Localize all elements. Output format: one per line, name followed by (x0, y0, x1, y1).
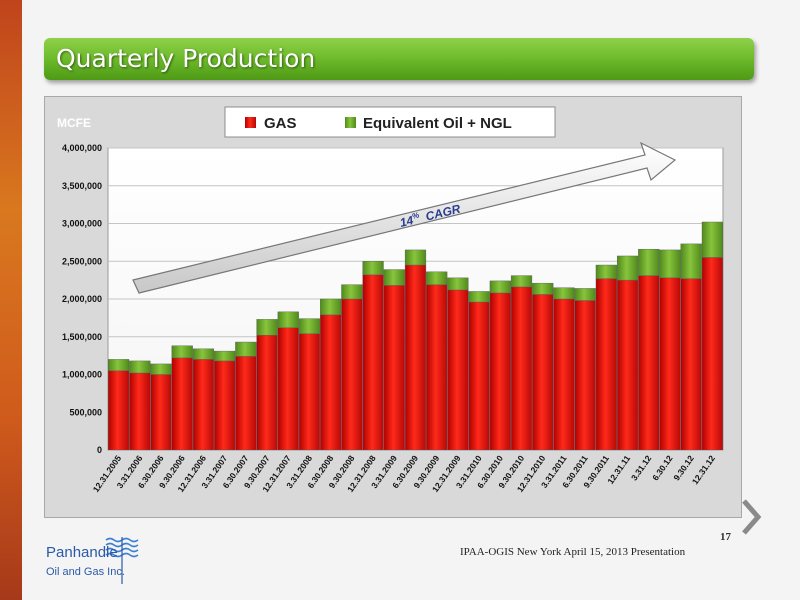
bar-gas (574, 300, 596, 451)
y-tick-label: 2,500,000 (62, 256, 102, 266)
bar-gas (468, 301, 490, 451)
bar-gas (341, 298, 363, 451)
bar-gas (214, 360, 236, 451)
bar-oil-ngl (553, 287, 575, 300)
bars (108, 221, 723, 451)
bar-oil-ngl (426, 271, 448, 285)
bar-oil-ngl (214, 350, 236, 362)
y-axis-ticks: 0 500,000 1,000,000 1,500,000 2,000,000 2,500… (62, 143, 102, 455)
x-tick-label: 3.31.12 (629, 453, 654, 482)
cagr-number: 14 (398, 213, 415, 230)
bar-oil-ngl (616, 255, 639, 281)
bar-oil-ngl (532, 282, 554, 295)
footer-text: IPAA-OGIS New York April 15, 2013 Presen… (460, 546, 686, 558)
bar-gas (701, 257, 723, 451)
bar-gas (616, 279, 639, 451)
bar-gas (235, 356, 257, 451)
y-tick-label: 0 (97, 445, 102, 455)
bar-gas (129, 372, 151, 451)
bar-oil-ngl (362, 261, 384, 276)
page-number: 17 (720, 531, 731, 543)
bar-oil-ngl (383, 269, 405, 286)
bar-oil-ngl (320, 298, 342, 316)
bar-oil-ngl (129, 360, 151, 374)
company-logo: Panhandle Oil and Gas Inc. (44, 534, 144, 588)
bar-gas (383, 285, 405, 451)
y-tick-label: 3,500,000 (62, 181, 102, 191)
bar-oil-ngl (574, 288, 596, 301)
bar-gas (277, 327, 299, 451)
cagr-percent: % (411, 210, 420, 220)
production-chart: 0 500,000 1,000,000 1,500,000 2,000,000 2,500… (57, 106, 724, 494)
bar-gas (532, 294, 554, 451)
left-accent-bar (0, 0, 22, 600)
bar-gas (298, 333, 321, 451)
bar-gas (638, 275, 660, 451)
bar-gas (680, 278, 702, 451)
bar-oil-ngl (341, 284, 363, 300)
x-axis-ticks: 12.31.20053.31.20066.30.20069.30.200612.… (91, 453, 718, 494)
bar-gas (595, 278, 617, 451)
bar-oil-ngl (108, 359, 130, 371)
bar-oil-ngl (680, 243, 702, 279)
legend-oil-label: Equivalent Oil + NGL (363, 115, 512, 132)
slide-title: Quarterly Production (56, 44, 316, 73)
bar-oil-ngl (701, 221, 723, 258)
y-tick-label: 2,000,000 (62, 294, 102, 304)
legend-gas-label: GAS (264, 115, 297, 132)
bar-oil-ngl (489, 280, 511, 294)
bar-gas (553, 298, 575, 451)
bar-oil-ngl (638, 248, 660, 276)
bar-oil-ngl (192, 348, 215, 360)
y-axis-label: MCFE (57, 116, 91, 130)
bar-gas (489, 292, 511, 451)
bar-gas (659, 277, 681, 451)
legend-gas-swatch (245, 117, 256, 128)
y-tick-label: 1,500,000 (62, 332, 102, 342)
bar-gas (256, 335, 278, 451)
bar-oil-ngl (277, 311, 299, 328)
bar-gas (192, 359, 215, 451)
bar-gas (447, 289, 469, 451)
title-bar: Quarterly Production (44, 38, 754, 80)
x-tick-label: 6.30.12 (650, 453, 675, 482)
legend: GAS Equivalent Oil + NGL (224, 106, 556, 138)
bar-oil-ngl (595, 264, 617, 279)
svg-text:14%CAGR: 14% CAGR (398, 201, 462, 230)
bar-oil-ngl (404, 249, 427, 266)
next-slide-chevron-icon[interactable] (740, 498, 762, 536)
logo-subtitle: Oil and Gas Inc. (46, 566, 125, 578)
bar-oil-ngl (150, 363, 172, 375)
legend-box (224, 106, 556, 138)
bar-gas (171, 357, 193, 451)
bar-oil-ngl (510, 275, 533, 288)
y-tick-label: 500,000 (69, 407, 102, 417)
bar-gas (362, 274, 384, 451)
logo-waves-icon (105, 537, 139, 584)
bar-gas (426, 284, 448, 451)
chart-frame: 0 500,000 1,000,000 1,500,000 2,000,000 2,500… (44, 96, 742, 518)
bar-gas (404, 264, 427, 451)
legend-oil-swatch (345, 117, 356, 128)
bar-oil-ngl (447, 277, 469, 291)
bar-gas (510, 286, 533, 451)
bar-oil-ngl (468, 291, 490, 303)
bar-oil-ngl (235, 341, 257, 357)
bar-oil-ngl (171, 345, 193, 359)
bar-oil-ngl (659, 249, 681, 279)
bar-gas (108, 370, 130, 451)
bar-gas (320, 314, 342, 451)
bar-oil-ngl (256, 319, 278, 336)
y-tick-label: 4,000,000 (62, 143, 102, 153)
y-tick-label: 1,000,000 (62, 370, 102, 380)
bar-gas (150, 374, 172, 451)
logo-name: Panhandle (46, 544, 118, 561)
y-tick-label: 3,000,000 (62, 219, 102, 229)
cagr-arrow: 14% CAGR (132, 141, 677, 294)
bar-oil-ngl (298, 318, 321, 334)
